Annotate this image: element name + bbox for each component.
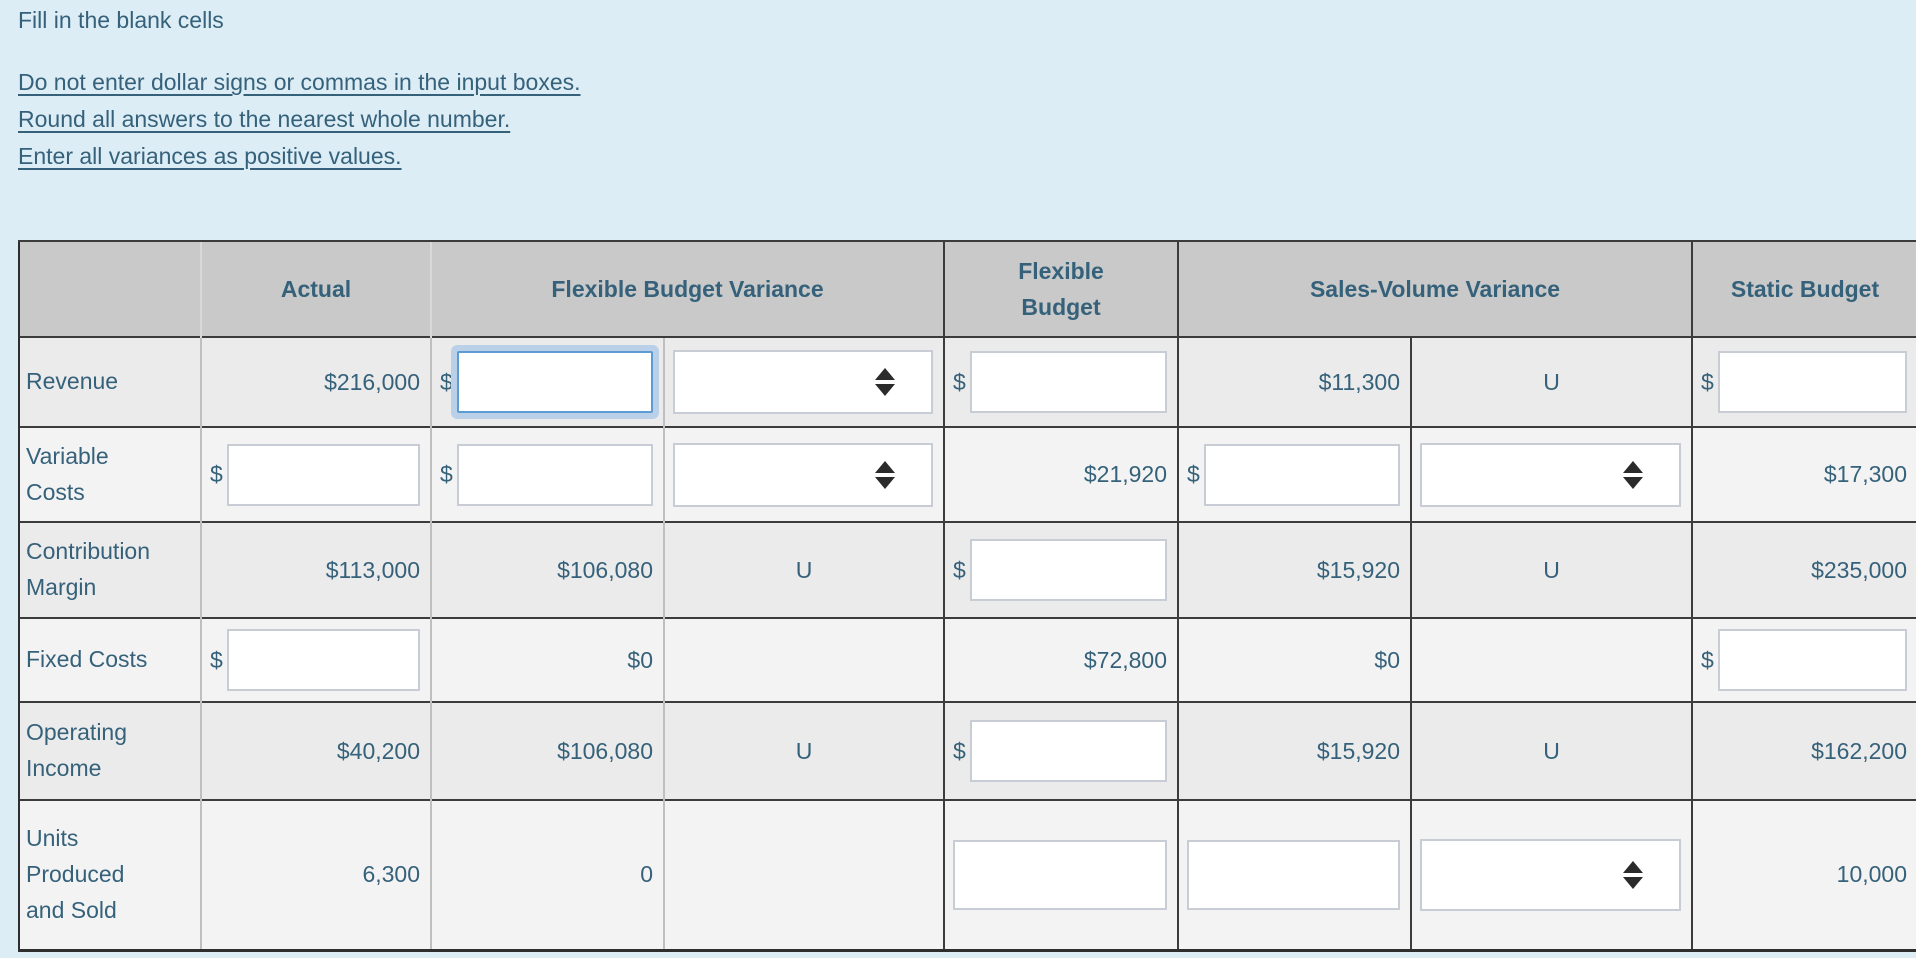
currency-prefix: $	[1701, 646, 1714, 673]
updown-arrows-icon	[1623, 860, 1644, 889]
header-actual: Actual	[200, 240, 431, 337]
contribution-margin-static-budget-value: $235,000	[1691, 521, 1916, 618]
header-blank	[18, 240, 201, 337]
variable-costs-static-budget-value: $17,300	[1691, 426, 1916, 522]
currency-prefix: $	[1187, 461, 1200, 487]
variable-costs-actual-input[interactable]	[226, 443, 420, 506]
currency-prefix: $	[953, 556, 966, 583]
units-actual-value: 6,300	[200, 799, 431, 952]
instruction-round-answers: Round all answers to the nearest whole n…	[18, 106, 511, 132]
row-label-contribution-margin: Contribution Margin	[18, 521, 201, 618]
revenue-fbv-uf-select[interactable]	[673, 350, 934, 414]
header-flexible-budget: Flexible Budget	[943, 240, 1179, 337]
currency-prefix: $	[953, 737, 966, 764]
variable-costs-fbv-amount-input[interactable]	[456, 443, 653, 506]
revenue-svv-value: $11,300	[1177, 336, 1412, 427]
contribution-margin-flexible-budget-input[interactable]	[969, 539, 1168, 601]
fixed-costs-static-budget-input[interactable]	[1717, 629, 1908, 691]
table-row-variable-costs: Variable Costs $ $	[18, 426, 1916, 522]
revenue-static-budget-input[interactable]	[1717, 351, 1908, 413]
header-flexible-budget-variance: Flexible Budget Variance	[429, 240, 945, 337]
currency-prefix: $	[953, 368, 966, 395]
contribution-margin-svv-value: $15,920	[1177, 521, 1412, 618]
revenue-flexible-budget-input[interactable]	[969, 351, 1168, 413]
operating-income-fbv-value: $106,080	[430, 701, 664, 800]
table-row-contribution-margin: Contribution Margin $113,000 $106,080 U …	[18, 521, 1916, 618]
contribution-margin-svv-uf-value: U	[1410, 521, 1693, 618]
header-row: Actual Flexible Budget Variance Flexible…	[18, 240, 1916, 337]
contribution-margin-actual-value: $113,000	[200, 521, 431, 618]
variable-costs-svv-amount-input[interactable]	[1203, 443, 1401, 506]
units-flexible-budget-input[interactable]	[953, 839, 1168, 910]
updown-arrows-icon	[1623, 460, 1644, 489]
page-title: Fill in the blank cells	[18, 7, 224, 33]
header-static-budget: Static Budget	[1691, 240, 1916, 337]
currency-prefix: $	[1701, 368, 1714, 395]
instruction-positive-variances: Enter all variances as positive values.	[18, 143, 402, 169]
table-row-fixed-costs: Fixed Costs $ $0 $72,800 $0 $	[18, 617, 1916, 702]
revenue-fbv-amount-input[interactable]	[456, 351, 653, 413]
instruction-no-dollar-signs: Do not enter dollar signs or commas in t…	[18, 69, 581, 95]
operating-income-fbv-uf-value: U	[662, 701, 945, 800]
contribution-margin-fbv-value: $106,080	[430, 521, 664, 618]
currency-prefix: $	[440, 368, 453, 395]
operating-income-svv-uf-value: U	[1410, 701, 1693, 800]
currency-prefix: $	[440, 461, 453, 487]
header-sales-volume-variance: Sales-Volume Variance	[1177, 240, 1693, 337]
operating-income-flexible-budget-input[interactable]	[969, 720, 1168, 782]
revenue-actual-value: $216,000	[200, 336, 431, 427]
revenue-svv-uf-value: U	[1410, 336, 1693, 427]
operating-income-svv-value: $15,920	[1177, 701, 1412, 800]
units-svv-uf-select[interactable]	[1420, 838, 1682, 911]
units-fbv-uf-blank	[662, 799, 945, 952]
variable-costs-flexible-budget-value: $21,920	[943, 426, 1179, 522]
fixed-costs-flexible-budget-value: $72,800	[943, 617, 1179, 702]
fixed-costs-fbv-value: $0	[430, 617, 664, 702]
variable-costs-fbv-uf-select[interactable]	[673, 442, 934, 507]
fixed-costs-fbv-uf-blank	[662, 617, 945, 702]
variable-costs-svv-uf-select[interactable]	[1420, 442, 1682, 507]
row-label-revenue: Revenue	[18, 336, 201, 427]
operating-income-actual-value: $40,200	[200, 701, 431, 800]
instructions: Do not enter dollar signs or commas in t…	[18, 64, 1916, 175]
operating-income-static-budget-value: $162,200	[1691, 701, 1916, 800]
units-fbv-value: 0	[430, 799, 664, 952]
row-label-variable-costs: Variable Costs	[18, 426, 201, 522]
table-row-revenue: Revenue $216,000 $	[18, 336, 1916, 427]
contribution-margin-fbv-uf-value: U	[662, 521, 945, 618]
row-label-fixed-costs: Fixed Costs	[18, 617, 201, 702]
table-row-operating-income: Operating Income $40,200 $106,080 U $ $1…	[18, 701, 1916, 800]
units-svv-amount-input[interactable]	[1187, 839, 1401, 910]
updown-arrows-icon	[875, 460, 896, 489]
fixed-costs-svv-value: $0	[1177, 617, 1412, 702]
units-static-budget-value: 10,000	[1691, 799, 1916, 952]
row-label-operating-income: Operating Income	[18, 701, 201, 800]
currency-prefix: $	[210, 461, 223, 487]
fixed-costs-svv-uf-blank	[1410, 617, 1693, 702]
row-label-units-produced-and-sold: Units Produced and Sold	[18, 799, 201, 952]
budget-variance-table: Actual Flexible Budget Variance Flexible…	[18, 240, 1916, 952]
table-row-units-produced-and-sold: Units Produced and Sold 6,300 0	[18, 799, 1916, 952]
fixed-costs-actual-input[interactable]	[226, 629, 420, 691]
updown-arrows-icon	[875, 368, 896, 396]
currency-prefix: $	[210, 646, 223, 673]
